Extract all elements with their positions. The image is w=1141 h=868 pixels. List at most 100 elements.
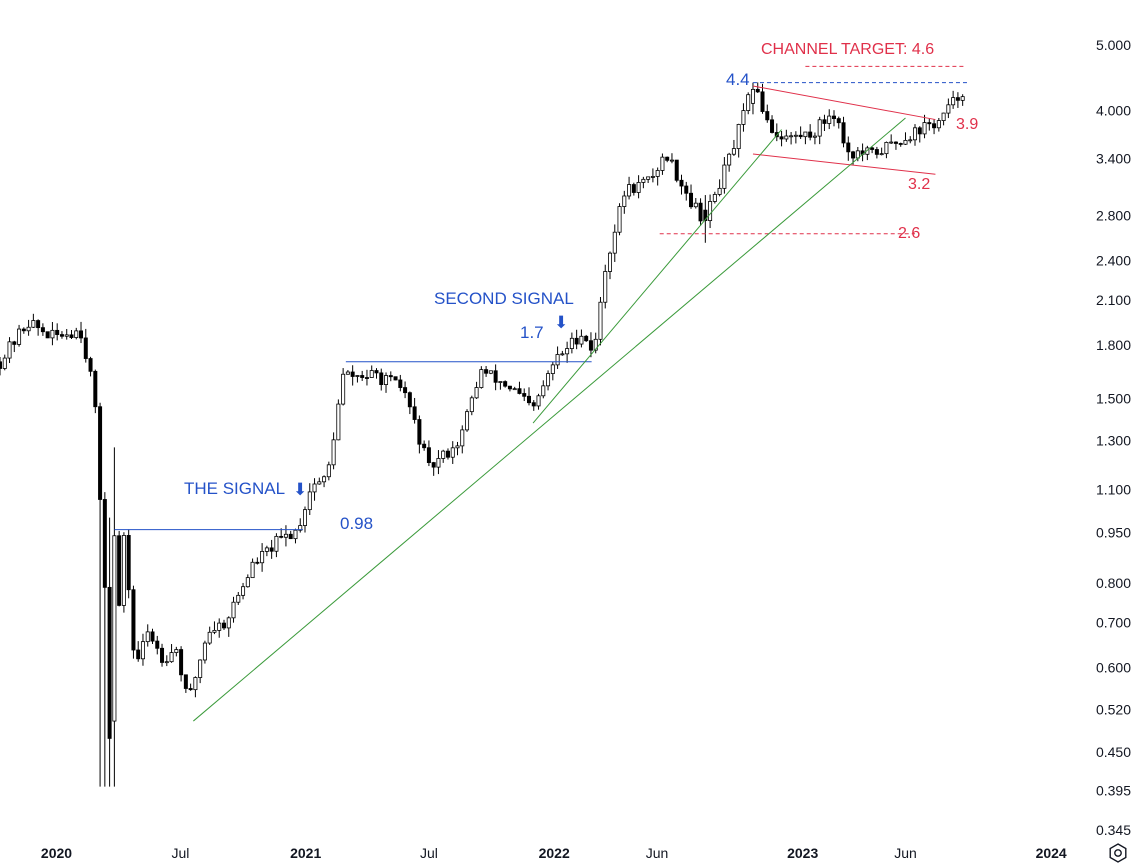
- candle-body: [617, 206, 622, 233]
- candle-body: [202, 642, 207, 661]
- candle-body: [536, 395, 541, 407]
- time-axis[interactable]: 2020 Jul 2021 Jul 2022 Jun 2023 Jun 2024: [41, 845, 1067, 861]
- candle-body: [50, 329, 55, 339]
- candle-body: [441, 450, 446, 459]
- candle-body: [669, 159, 674, 162]
- candle-body: [941, 112, 946, 121]
- x-tick-label: Jun: [646, 845, 669, 861]
- candle-body: [350, 371, 355, 377]
- candle-body: [317, 481, 322, 485]
- candle-body: [555, 354, 560, 366]
- candle-body: [45, 331, 50, 339]
- candle-body: [136, 649, 141, 660]
- candle-body: [0, 361, 3, 369]
- candle-body: [174, 649, 179, 653]
- candle-body: [140, 641, 145, 660]
- candle-body: [469, 397, 474, 413]
- candle-body: [303, 509, 308, 526]
- candle-body: [12, 341, 17, 345]
- candle-body: [450, 447, 455, 458]
- candle-body: [631, 184, 636, 193]
- candle-body: [331, 439, 336, 466]
- channel-upper-line: [752, 85, 936, 121]
- candle-body: [722, 164, 727, 189]
- x-tick-label: Jun: [894, 845, 917, 861]
- settings-icon[interactable]: [1108, 843, 1128, 863]
- candle-body: [102, 499, 107, 588]
- candle-body: [93, 370, 98, 408]
- candle-body: [503, 381, 508, 387]
- candle-body: [83, 337, 88, 359]
- candle-body: [851, 151, 856, 159]
- y-tick-label: 1.800: [1096, 337, 1131, 353]
- candle-body: [131, 589, 136, 651]
- x-tick-label: 2020: [41, 845, 72, 861]
- y-tick-label: 1.500: [1096, 391, 1131, 407]
- channel-target-label: CHANNEL TARGET: 4.6: [761, 41, 934, 58]
- candle-body: [917, 127, 922, 135]
- candle-body: [403, 387, 408, 394]
- candle-body: [226, 617, 231, 629]
- candle-body: [374, 370, 379, 374]
- candle-body: [26, 326, 31, 332]
- candle-body: [760, 91, 765, 112]
- x-tick-label: 2021: [290, 845, 321, 861]
- candle-body: [236, 594, 241, 603]
- candle-body: [2, 357, 7, 369]
- candle-body: [364, 377, 369, 379]
- candle-body: [731, 148, 736, 155]
- candle-body: [455, 445, 460, 449]
- candle-body: [703, 209, 708, 222]
- candle-body: [674, 159, 679, 181]
- candle-body: [336, 403, 341, 441]
- candle-body: [31, 320, 36, 328]
- candle-body: [779, 136, 784, 140]
- candle-body: [479, 369, 484, 388]
- candle-body: [59, 334, 64, 337]
- candle-body: [708, 201, 713, 222]
- candle-body: [569, 337, 574, 349]
- candle-body: [221, 622, 226, 629]
- candle-body: [426, 447, 431, 463]
- candle-body: [750, 88, 755, 104]
- candle-body: [288, 533, 293, 540]
- candlesticks: [0, 82, 965, 787]
- signal2-value: 1.7: [520, 323, 544, 342]
- candle-body: [322, 476, 327, 483]
- candle-body: [360, 375, 365, 378]
- candle-body: [393, 376, 398, 381]
- candle-body: [593, 338, 598, 351]
- candle-body: [64, 334, 69, 337]
- candle-body: [908, 139, 913, 142]
- candle-body: [112, 535, 117, 722]
- candle-body: [74, 330, 79, 338]
- candle-body: [698, 202, 703, 222]
- candle-body: [612, 231, 617, 254]
- candle-body: [326, 464, 331, 478]
- candle-body: [293, 529, 298, 540]
- candle-body: [574, 337, 579, 345]
- candle-body: [827, 115, 832, 124]
- candle-body: [598, 301, 603, 340]
- candle-body: [217, 622, 222, 631]
- candle-body: [21, 328, 26, 332]
- candle-body: [264, 547, 269, 552]
- candle-body: [793, 134, 798, 137]
- candle-body: [241, 586, 246, 596]
- candle-body: [955, 97, 960, 101]
- candle-body: [913, 127, 918, 141]
- candle-body: [398, 379, 403, 388]
- candle-body: [260, 551, 265, 564]
- candle-body: [541, 385, 546, 397]
- candle-body: [507, 385, 512, 390]
- candle-body: [893, 141, 898, 144]
- price-axis[interactable]: 5.000 4.000 3.400 2.800 2.400 2.100 1.800 1.500…: [1096, 37, 1131, 838]
- candle-body: [355, 375, 360, 377]
- candle-body: [55, 329, 60, 335]
- x-tick-label: 2023: [787, 845, 818, 861]
- candle-body: [627, 184, 632, 197]
- candle-body: [584, 335, 589, 342]
- candle-body: [431, 462, 436, 468]
- candle-body: [460, 429, 465, 447]
